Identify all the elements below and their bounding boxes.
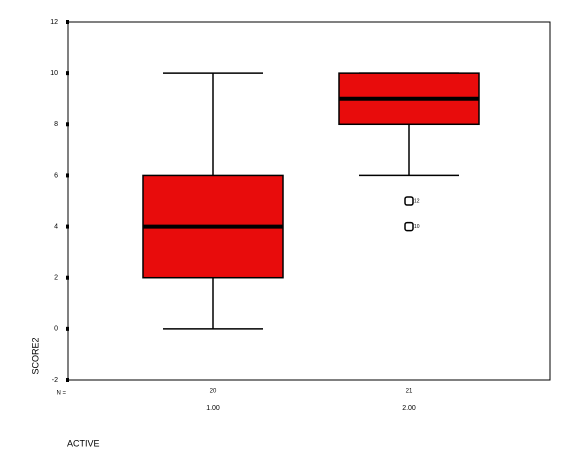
- y-tick: [66, 173, 69, 178]
- y-tick-label: 2: [54, 275, 58, 282]
- y-tick: [66, 20, 69, 24]
- y-tick: [66, 378, 69, 382]
- y-tick-label: 6: [54, 172, 58, 179]
- outlier: [404, 196, 414, 206]
- y-tick-label: 10: [50, 70, 58, 77]
- y-axis-title: SCORE2: [30, 337, 40, 374]
- y-tick: [66, 275, 69, 280]
- x-tick-label: 2.00: [402, 405, 416, 412]
- x-axis-title: ACTIVE: [67, 438, 100, 448]
- y-tick-label: -2: [52, 377, 58, 384]
- outlier: [404, 221, 414, 232]
- y-tick: [66, 122, 69, 127]
- x-tick-label: 1.00: [206, 405, 220, 412]
- y-tick-label: 0: [54, 326, 58, 333]
- outlier-label: 12: [414, 198, 420, 204]
- y-tick: [66, 224, 69, 229]
- y-tick-label: 12: [50, 19, 58, 26]
- n-label: 20: [210, 389, 217, 395]
- n-label: 21: [406, 389, 413, 395]
- y-tick-label: 8: [54, 121, 58, 128]
- y-tick-label: 4: [54, 223, 58, 230]
- y-tick: [66, 71, 69, 76]
- outlier-label: 10: [414, 224, 420, 230]
- n-prefix: N =: [56, 391, 66, 397]
- plot-frame: [67, 21, 551, 381]
- y-tick: [66, 326, 69, 331]
